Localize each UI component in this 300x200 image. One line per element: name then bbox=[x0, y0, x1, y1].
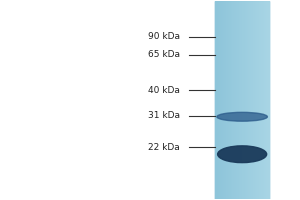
Ellipse shape bbox=[218, 146, 267, 163]
Bar bbox=[221, 1, 222, 199]
Bar bbox=[239, 1, 240, 199]
Bar bbox=[255, 1, 256, 199]
Bar bbox=[265, 1, 266, 199]
Bar bbox=[267, 1, 268, 199]
Bar bbox=[245, 1, 246, 199]
Bar bbox=[216, 1, 217, 199]
Bar bbox=[244, 1, 245, 199]
Bar bbox=[259, 1, 260, 199]
Bar bbox=[253, 1, 254, 199]
Bar bbox=[249, 1, 250, 199]
Bar bbox=[215, 1, 216, 199]
Bar bbox=[234, 1, 235, 199]
Bar bbox=[226, 1, 227, 199]
Bar bbox=[236, 1, 237, 199]
Bar bbox=[248, 1, 249, 199]
Bar bbox=[261, 1, 262, 199]
Bar bbox=[257, 1, 258, 199]
Bar bbox=[256, 1, 257, 199]
Bar bbox=[264, 1, 265, 199]
Bar bbox=[250, 1, 251, 199]
Bar bbox=[262, 1, 263, 199]
Bar bbox=[231, 1, 232, 199]
Bar bbox=[260, 1, 261, 199]
Bar bbox=[217, 1, 218, 199]
Bar bbox=[224, 1, 225, 199]
Text: 22 kDa: 22 kDa bbox=[148, 143, 180, 152]
Text: 40 kDa: 40 kDa bbox=[148, 86, 180, 95]
Bar bbox=[219, 1, 220, 199]
Bar bbox=[238, 1, 239, 199]
Bar bbox=[232, 1, 233, 199]
Bar bbox=[242, 1, 243, 199]
Bar bbox=[268, 1, 269, 199]
Text: 65 kDa: 65 kDa bbox=[148, 50, 180, 59]
Ellipse shape bbox=[217, 112, 267, 121]
Bar bbox=[218, 1, 219, 199]
Bar bbox=[235, 1, 236, 199]
Bar bbox=[254, 1, 255, 199]
Bar bbox=[223, 1, 224, 199]
Bar bbox=[233, 1, 234, 199]
Bar bbox=[243, 1, 244, 199]
Bar bbox=[246, 1, 247, 199]
Bar bbox=[251, 1, 252, 199]
Bar bbox=[230, 1, 231, 199]
Bar bbox=[252, 1, 253, 199]
Bar bbox=[222, 1, 223, 199]
Bar bbox=[225, 1, 226, 199]
Bar bbox=[229, 1, 230, 199]
Bar bbox=[220, 1, 221, 199]
Bar bbox=[266, 1, 267, 199]
Bar bbox=[258, 1, 259, 199]
Bar bbox=[215, 1, 269, 199]
Bar bbox=[227, 1, 228, 199]
Bar bbox=[240, 1, 241, 199]
Bar bbox=[228, 1, 229, 199]
Bar bbox=[247, 1, 248, 199]
Bar bbox=[238, 1, 239, 199]
Text: 90 kDa: 90 kDa bbox=[148, 32, 180, 41]
Bar bbox=[241, 1, 242, 199]
Bar bbox=[237, 1, 238, 199]
Text: 31 kDa: 31 kDa bbox=[148, 111, 180, 120]
Bar bbox=[263, 1, 264, 199]
